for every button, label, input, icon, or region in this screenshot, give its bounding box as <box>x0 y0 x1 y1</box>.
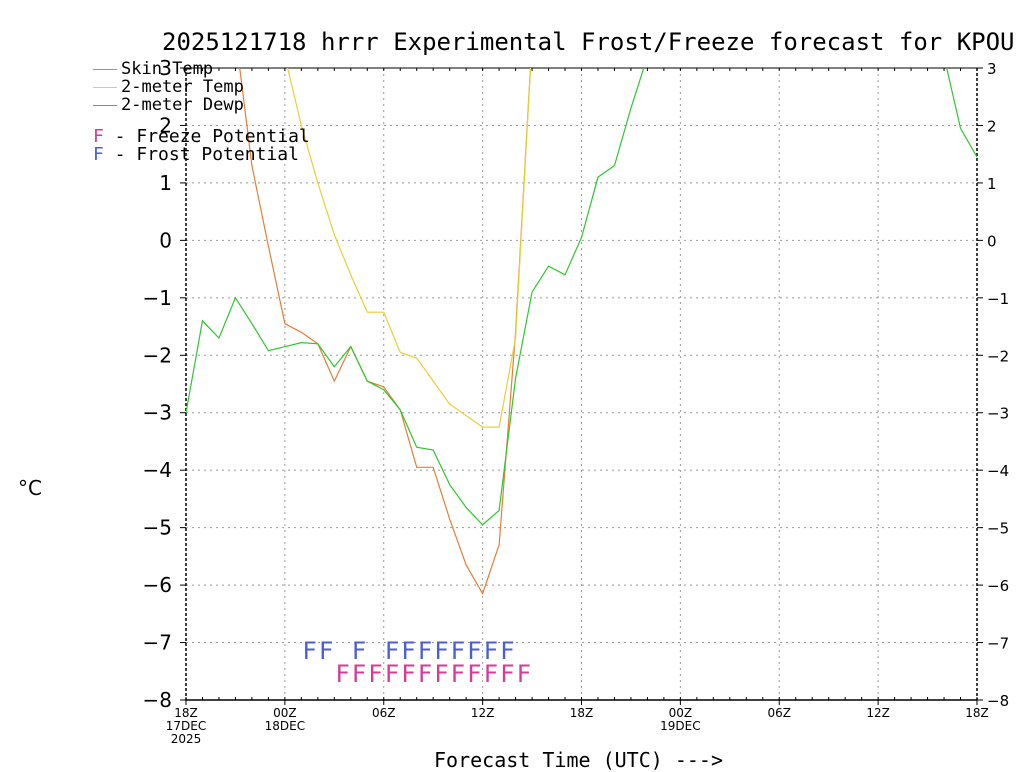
y-tick-label-right: 2 <box>987 117 997 135</box>
y-tick-label-right: 0 <box>987 232 997 250</box>
frost-potential-marker: F <box>385 637 399 665</box>
legend-swatch-2m-temp <box>93 86 117 88</box>
series-line-skin-temp <box>239 68 532 596</box>
x-tick-label: 12Z <box>866 706 890 720</box>
y-tick-label-right: −1 <box>987 290 1009 308</box>
y-tick-label-left: −6 <box>143 573 172 597</box>
x-tick-label: 17DEC <box>166 719 206 733</box>
freeze-label: - Freeze Potential <box>103 126 310 147</box>
legend-item-2m-temp: 2-meter Temp <box>93 78 310 96</box>
legend-item-2m-dewp: 2-meter Dewp <box>93 96 310 114</box>
frost-potential-marker: F <box>500 637 514 665</box>
y-tick-label-left: −1 <box>143 286 172 310</box>
freeze-potential-marker: F <box>434 660 448 688</box>
y-tick-label-right: 1 <box>987 175 997 193</box>
legend-item-freeze-potential: F - Freeze Potential <box>93 128 310 146</box>
freeze-symbol: F <box>93 126 104 147</box>
freeze-potential-marker: F <box>500 660 514 688</box>
x-tick-label: 06Z <box>372 706 396 720</box>
y-axis-label-text: °C <box>18 476 42 500</box>
frost-potential-marker: F <box>401 637 415 665</box>
frost-potential-marker: F <box>319 637 333 665</box>
frost-potential-marker: F <box>467 637 481 665</box>
freeze-potential-marker: F <box>517 660 531 688</box>
x-tick-label: 12Z <box>471 706 495 720</box>
y-tick-label-right: −5 <box>987 520 1009 538</box>
y-tick-label-left: 1 <box>159 171 172 195</box>
legend-label-skin-temp: Skin Temp <box>121 59 214 79</box>
potential-markers: F F F F F F F F F F FF F F F F F F F F F F F <box>302 637 531 688</box>
freeze-potential-marker: F <box>352 660 366 688</box>
frost-label: - Frost Potential <box>103 144 299 165</box>
legend-swatch-skin-temp <box>93 68 117 70</box>
freeze-potential-marker: F <box>401 660 415 688</box>
y-tick-label-left: 2 <box>159 113 172 137</box>
x-tick-label: 18DEC <box>265 719 305 733</box>
series-line-2-meter-temp <box>287 68 532 428</box>
series-line-2-meter-dewp <box>946 68 977 158</box>
freeze-potential-marker: F <box>368 660 382 688</box>
frost-potential-marker: F <box>451 637 465 665</box>
data-series <box>186 68 977 596</box>
y-tick-label-right: −4 <box>987 462 1009 480</box>
y-tick-label-left: −7 <box>143 631 172 655</box>
y-tick-label-right: −2 <box>987 347 1009 365</box>
legend-item-frost-potential: F - Frost Potential <box>93 146 310 164</box>
freeze-potential-marker: F <box>467 660 481 688</box>
legend-label-2m-dewp: 2-meter Dewp <box>121 95 244 115</box>
freeze-potential-marker: F <box>418 660 432 688</box>
frost-symbol: F <box>93 144 104 165</box>
y-tick-label-right: −8 <box>987 692 1009 710</box>
freeze-potential-marker: F <box>385 660 399 688</box>
x-tick-label: 18Z <box>965 706 989 720</box>
y-tick-label-left: −4 <box>143 458 172 482</box>
series-line-2-meter-dewp <box>186 68 645 526</box>
freeze-potential-marker: F <box>335 660 349 688</box>
chart-title: 2025121718 hrrr Experimental Frost/Freez… <box>162 28 1015 56</box>
frost-potential-marker: F <box>434 637 448 665</box>
y-axis-label: °C <box>18 476 42 500</box>
y-tick-label-right: 3 <box>987 60 997 78</box>
y-tick-label-left: −3 <box>143 401 172 425</box>
freeze-potential-marker: F <box>484 660 498 688</box>
x-tick-label: 06Z <box>768 706 792 720</box>
y-tick-label-left: 0 <box>159 228 172 252</box>
y-tick-label-right: −7 <box>987 635 1009 653</box>
y-tick-label-right: −3 <box>987 405 1009 423</box>
legend-item-skin-temp: Skin Temp <box>93 60 310 78</box>
frost-potential-marker: F <box>418 637 432 665</box>
x-tick-label: 19DEC <box>660 719 700 733</box>
x-tick-label: 18Z <box>174 706 198 720</box>
y-tick-label-left: −5 <box>143 516 172 540</box>
frost-potential-marker: F <box>302 637 316 665</box>
frost-potential-marker: F <box>352 637 366 665</box>
y-tick-label-right: −6 <box>987 577 1009 595</box>
legend: Skin Temp 2-meter Temp 2-meter Dewp F - … <box>93 60 310 164</box>
y-tick-label-left: −2 <box>143 343 172 367</box>
freeze-potential-marker: F <box>451 660 465 688</box>
y-tick-label-left: 3 <box>159 56 172 80</box>
x-tick-label: 18Z <box>570 706 594 720</box>
x-tick-label: 2025 <box>171 732 202 746</box>
legend-swatch-2m-dewp <box>93 104 117 106</box>
x-tick-label: 00Z <box>669 706 693 720</box>
frost-potential-marker: F <box>484 637 498 665</box>
axes: −8 −8 −7 −7 −6 −6 −5 −5 −4 −4 −3 −3 −2 −2 −1 −1 0 0 1 1 2 2 3 3… <box>143 56 1010 746</box>
legend-label-2m-temp: 2-meter Temp <box>121 77 244 97</box>
x-axis-label: Forecast Time (UTC) ---> <box>434 748 723 772</box>
x-tick-label: 00Z <box>273 706 297 720</box>
y-tick-label-left: −8 <box>143 688 172 712</box>
